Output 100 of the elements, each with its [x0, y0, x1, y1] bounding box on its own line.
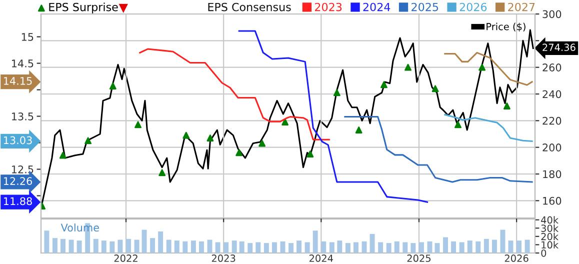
line-series: [139, 48, 330, 140]
y-tick-label: 30k: [541, 224, 559, 232]
y2-tick-label: 200: [542, 144, 562, 152]
legend-label: Price ($): [486, 22, 526, 32]
y-tick-label: 15: [22, 33, 34, 41]
bar: [434, 243, 440, 253]
bar: [76, 240, 82, 253]
legend-label: 2024: [363, 2, 390, 12]
text: 14.15: [4, 77, 32, 85]
x-tick-label: 2024: [309, 254, 333, 262]
bar: [101, 240, 106, 253]
bar: [207, 240, 212, 253]
text: 12.26: [4, 177, 32, 185]
point: [404, 64, 412, 71]
bar: [126, 238, 131, 253]
point: [503, 102, 510, 110]
bar: [484, 238, 489, 253]
bar: [451, 241, 456, 253]
y2-tick-label: 220: [542, 116, 562, 125]
y2-tick-label: 180: [543, 170, 562, 178]
bar: [60, 238, 66, 253]
bar: [467, 240, 472, 253]
y-tick-label: 0: [541, 249, 546, 257]
bar: [239, 241, 244, 253]
bar: [150, 238, 156, 253]
point: [84, 137, 92, 144]
line-series: [444, 114, 533, 142]
legend-label: EPS Surprise: [49, 2, 118, 14]
line-series: [238, 30, 428, 203]
bar: [142, 230, 147, 253]
bar: [44, 230, 50, 253]
y-tick-label: 12.5: [12, 165, 34, 174]
bar: [476, 241, 481, 253]
x-tick-label: 2025: [407, 254, 431, 262]
y-tick-label: 13.5: [12, 112, 34, 120]
point: [182, 132, 190, 139]
text: 13.03: [4, 136, 32, 144]
point: [282, 118, 289, 126]
bar: [182, 241, 188, 253]
point: [59, 152, 66, 159]
bar: [345, 243, 350, 253]
bar: [321, 241, 326, 253]
bar: [166, 240, 172, 253]
point: [306, 150, 314, 158]
bar: [337, 240, 342, 253]
point: [380, 81, 388, 88]
y2-tick-label: 260: [542, 64, 562, 72]
y-tick-label: 20k: [541, 232, 559, 240]
y-tick-label: 14.5: [12, 60, 34, 68]
y2-tick-label: 160: [543, 196, 562, 205]
bar: [264, 243, 269, 253]
bar: [110, 241, 115, 253]
y2-tick-label: 240: [542, 90, 562, 98]
bar: [427, 241, 432, 253]
point: [478, 64, 486, 71]
bar: [304, 242, 310, 253]
bar: [134, 240, 140, 253]
x-tick-label: 2023: [212, 254, 236, 262]
bar: [353, 242, 358, 253]
text: 274.36: [542, 44, 576, 52]
bar: [280, 241, 286, 253]
point: [134, 121, 142, 128]
point: [432, 85, 439, 92]
bar: [296, 240, 302, 253]
bar: [394, 241, 400, 253]
legend-label: 2023: [315, 2, 342, 12]
bar: [248, 243, 253, 253]
text: 11.88: [4, 197, 32, 206]
x-tick-label: 2026: [504, 254, 528, 262]
legend-label: 2025: [412, 2, 438, 12]
point: [158, 169, 166, 176]
bar: [232, 240, 237, 253]
bar: [492, 240, 497, 253]
point: [206, 134, 214, 142]
bar: [256, 242, 261, 253]
point: [109, 82, 116, 90]
y2-tick-label: 300: [542, 10, 562, 18]
point: [355, 126, 362, 134]
bar: [443, 237, 448, 253]
point: [258, 140, 266, 147]
bar: [288, 243, 294, 253]
point: [454, 121, 462, 128]
bar: [158, 231, 164, 253]
legend-title: EPS Consensus: [208, 2, 291, 12]
bar: [524, 240, 530, 253]
bar: [52, 238, 58, 253]
bar: [224, 242, 229, 253]
bar: [386, 243, 392, 253]
bar: [272, 242, 277, 253]
chart-title: Volume: [60, 223, 99, 232]
bar: [329, 242, 334, 253]
bar: [378, 242, 384, 253]
bar: [516, 240, 522, 253]
bar: [198, 241, 204, 253]
bar: [190, 240, 196, 253]
bar: [174, 240, 180, 253]
bar: [459, 242, 464, 253]
x-tick-label: 2022: [114, 254, 138, 262]
bar: [410, 243, 416, 253]
point: [333, 89, 340, 96]
